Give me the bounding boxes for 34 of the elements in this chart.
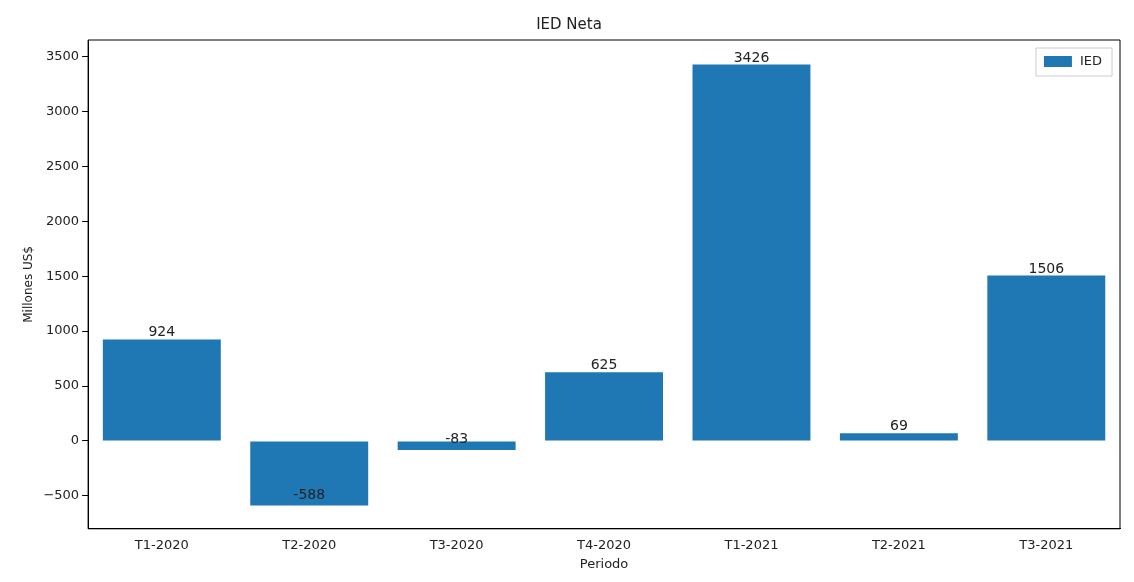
data-label: 625 bbox=[590, 356, 618, 373]
bar bbox=[692, 64, 811, 441]
x-tick-label: T4-2020 bbox=[576, 536, 632, 552]
x-tick-label: T1-2020 bbox=[133, 536, 189, 552]
data-label: -588 bbox=[293, 485, 326, 502]
y-tick-label: 500 bbox=[54, 377, 80, 393]
bar bbox=[397, 441, 516, 451]
y-tick-label: 2500 bbox=[46, 157, 80, 173]
bar bbox=[102, 339, 221, 441]
data-label: 1506 bbox=[1028, 259, 1065, 276]
y-tick-label: 3000 bbox=[46, 102, 80, 118]
x-tick-label: T2-2021 bbox=[870, 536, 926, 552]
x-axis-title: Periodo bbox=[579, 555, 629, 571]
data-label: 924 bbox=[148, 323, 176, 340]
bar bbox=[839, 433, 958, 441]
legend-label: IED bbox=[1079, 53, 1102, 69]
data-label: 69 bbox=[889, 417, 908, 434]
bar bbox=[250, 441, 369, 506]
x-tick-label: T3-2020 bbox=[428, 536, 484, 552]
x-tick-label: T2-2020 bbox=[281, 536, 337, 552]
x-tick-label: T3-2021 bbox=[1018, 536, 1074, 552]
y-tick-label: 0 bbox=[70, 432, 80, 448]
y-tick-label: 2000 bbox=[46, 212, 80, 228]
x-tick-label: T1-2021 bbox=[723, 536, 779, 552]
y-tick-label: 1000 bbox=[46, 322, 80, 338]
bar bbox=[987, 275, 1106, 441]
data-label: 3426 bbox=[733, 48, 770, 65]
bar bbox=[545, 372, 664, 441]
chart-title: IED Neta bbox=[536, 14, 602, 33]
y-tick-label: −500 bbox=[43, 487, 80, 503]
y-tick-label: 1500 bbox=[46, 267, 80, 283]
data-label: -83 bbox=[445, 430, 469, 447]
y-tick-label: 3500 bbox=[46, 47, 80, 63]
y-axis-title: Millones US$ bbox=[21, 246, 36, 323]
